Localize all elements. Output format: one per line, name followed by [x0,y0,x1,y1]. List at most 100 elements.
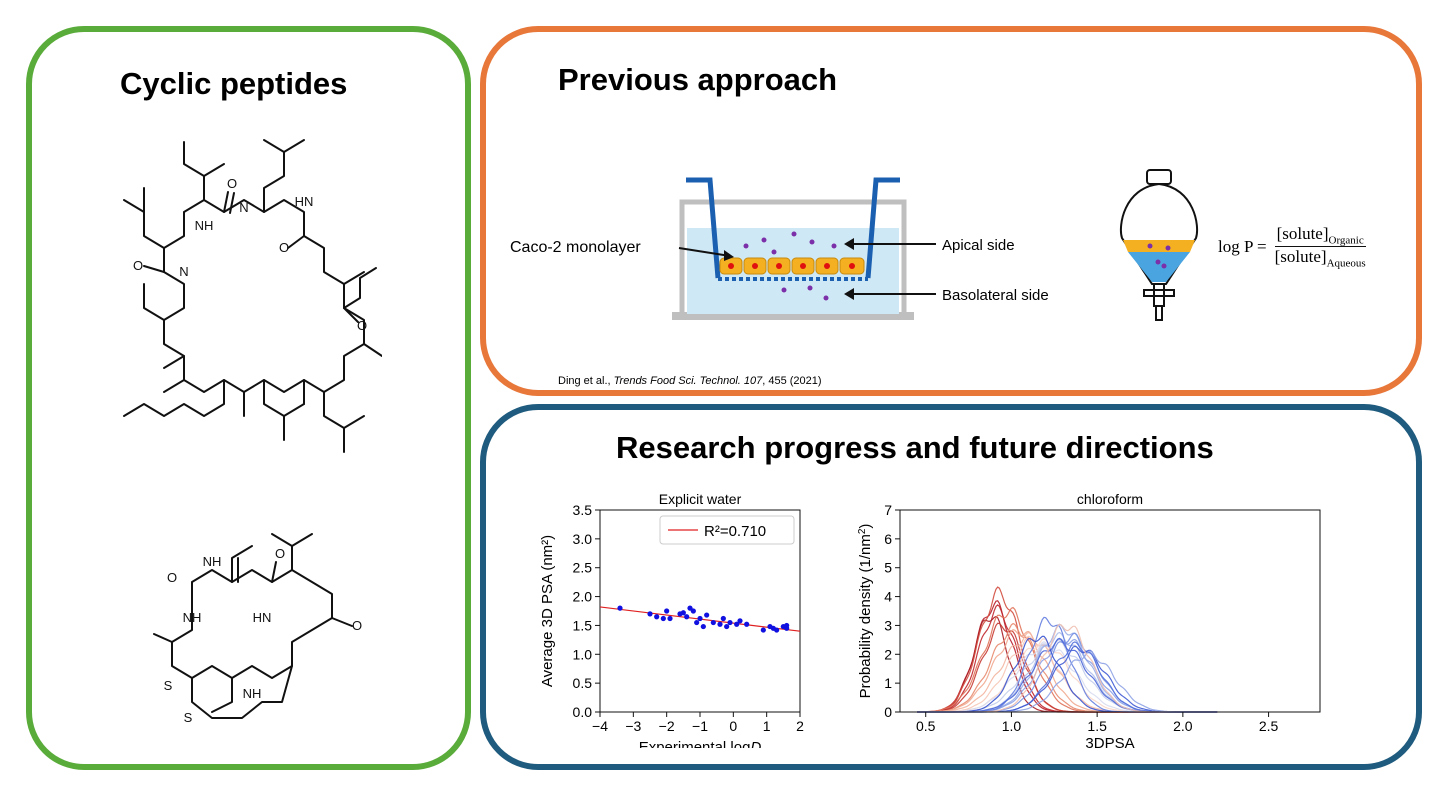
data-point [727,619,733,626]
x-axis-label: 3DPSA [1085,735,1134,748]
y-tick-label: 4 [884,589,892,605]
y-tick-label: 6 [884,531,892,547]
caco2-label: Caco-2 monolayer [510,239,641,256]
cell-monolayer [719,257,865,275]
density-curve [917,637,1218,713]
logp-numerator-sub: Organic [1328,234,1364,247]
atom-label: HN [295,194,314,209]
logp-fraction: [solute]Organic [solute]Aqueous [1273,224,1368,270]
second-peptide-structure: O NH O HN O NH S NH S [153,533,362,725]
data-point [697,615,703,622]
x-tick-label: −4 [592,718,608,734]
logp-numerator: [solute] [1276,224,1329,243]
y-tick-label: 0.0 [573,704,593,720]
atom-label: N [239,200,248,215]
y-tick-label: 1.5 [573,617,593,633]
data-point [660,615,666,622]
data-point [760,627,766,633]
y-tick-label: 0 [884,704,892,720]
research-panel: Research progress and future directions … [480,404,1422,770]
data-point [774,627,780,633]
x-tick-label: −2 [659,718,675,734]
atom-label: N [179,264,188,279]
atom-label: O [227,176,237,191]
density-curve [917,635,1218,713]
x-tick-label: 2.5 [1259,718,1279,734]
data-point [720,615,726,622]
y-tick-label: 0.5 [573,675,593,691]
chloroform-chart: 0.5 1.0 1.5 2.0 2.5 0 1 2 3 4 5 6 7 chloroform 3DPSA Pr… [858,491,1321,748]
data-point [737,618,743,624]
atom-label: O [357,318,367,333]
atom-label: NH [195,218,214,233]
solute-dots [743,231,837,301]
x-tick-label: −3 [625,718,641,734]
legend-box [659,515,795,545]
x-tick-label: 0 [729,718,737,734]
atom-label: O [167,570,177,585]
data-point [734,621,740,627]
research-title: Research progress and future directions [616,430,1214,465]
x-tick-label: 2.0 [1173,718,1193,734]
atom-label: O [133,258,143,273]
atom-label: NH [203,554,222,569]
data-point [664,608,670,614]
y-tick-label: 7 [884,502,892,518]
data-point [704,612,710,618]
caco2-transwell-diagram: Caco-2 monolayer Apical side Basolateral… [510,177,1049,320]
data-point [680,610,686,616]
y-tick-label: 3.5 [573,502,593,518]
data-point [784,622,790,629]
citation: Ding et al., Trends Food Sci. Technol. 1… [558,375,822,387]
y-tick-label: 2.0 [573,589,593,605]
cyclic-peptides-title: Cyclic peptides [120,66,348,101]
density-curve [917,616,1218,713]
x-tick-label: 0.5 [916,718,936,734]
data-point [690,608,696,614]
logp-lhs: log P = [1218,236,1267,256]
data-point [617,605,623,611]
apical-label: Apical side [942,237,1015,254]
apical-arrowhead [844,238,854,250]
chart-title: chloroform [1077,491,1143,507]
x-tick-label: 1.0 [1002,718,1022,734]
logp-denominator: [solute] [1274,247,1327,267]
chart-title: Explicit water [659,491,742,507]
x-tick-label: 1 [763,718,771,734]
atom-label: S [164,678,173,693]
data-point [717,621,723,627]
data-point [744,621,750,627]
y-tick-label: 3.0 [573,531,593,547]
explicit-water-chart: −4 −3 −2 −1 0 1 2 0.0 0.5 1.0 1.5 2.0 2.5 3.0 3.5 Expli… [539,491,804,748]
insert-right-wall [865,177,900,279]
atom-label: O [279,240,289,255]
data-point [684,614,690,620]
y-axis-label: Probability density (1/nm2) [858,524,874,699]
density-curve [917,645,1218,713]
x-tick-label: 1.5 [1087,718,1107,734]
y-tick-label: 5 [884,560,892,576]
atom-label: O [352,618,362,633]
basolateral-arrowhead [844,288,854,300]
caco-arrowhead [724,250,734,261]
previous-approach-panel: Previous approach [480,26,1422,396]
legend-label: R²=0.710 [704,523,766,540]
y-tick-label: 2 [884,646,892,662]
x-axis-label: Experimental logD [639,739,762,748]
data-point [647,611,653,617]
density-curve [917,635,1218,713]
atom-label: O [275,546,285,561]
transwell-base [672,312,914,320]
data-point [710,619,716,626]
y-tick-label: 1 [884,675,892,691]
organic-layer [1123,240,1195,252]
basolateral-label: Basolateral side [942,287,1049,304]
cyclic-peptides-panel: Cyclic peptides O [26,26,471,770]
data-point [654,614,660,620]
y-tick-label: 1.0 [573,646,593,662]
x-tick-label: −1 [692,718,708,734]
y-tick-label: 2.5 [573,560,593,576]
density-curve [917,641,1218,713]
atom-label: S [184,710,193,725]
cyclosporin-structure: O NH N O O N HN O [123,139,382,453]
